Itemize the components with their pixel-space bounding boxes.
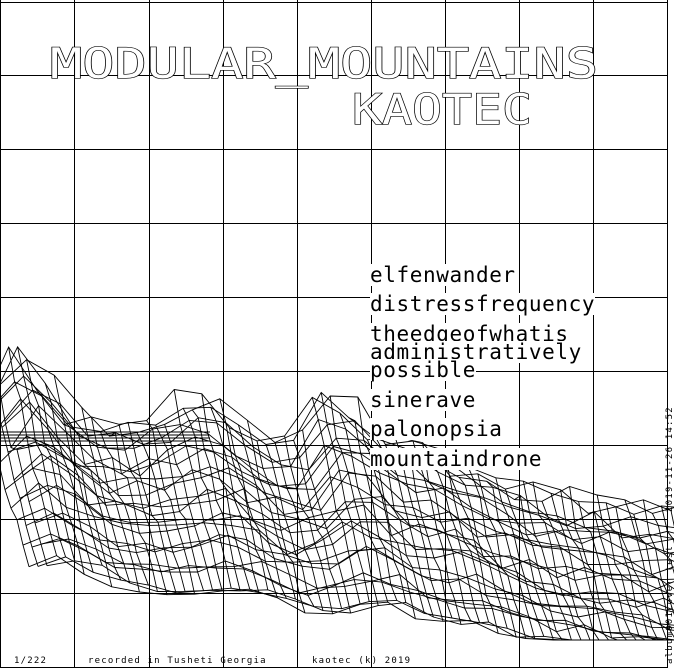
mesh-cross-line bbox=[660, 505, 674, 544]
side-timestamp: 2019-11-26 14:52 bbox=[665, 406, 674, 512]
mesh-ridge-line bbox=[40, 538, 674, 641]
footer-credit: kaotec (k) 2019 bbox=[312, 656, 412, 666]
mesh-cross-line bbox=[348, 417, 398, 601]
mesh-cross-line bbox=[109, 431, 158, 592]
mesh-cross-line bbox=[164, 424, 214, 591]
track-7: palonopsia bbox=[370, 417, 503, 441]
track-3: theedgeofwhatis bbox=[370, 322, 569, 346]
mesh-cross-line bbox=[532, 481, 582, 641]
mesh-cross-line bbox=[44, 383, 94, 573]
mesh-ridge-line bbox=[0, 345, 674, 514]
mountain-wireframe-mesh bbox=[0, 345, 674, 641]
mesh-cross-line bbox=[26, 359, 76, 561]
mesh-ridge-line bbox=[46, 560, 674, 641]
mesh-cross-line bbox=[588, 511, 637, 641]
mesh-cross-line bbox=[624, 499, 673, 641]
mesh-cross-line bbox=[284, 435, 334, 614]
mesh-cross-line bbox=[302, 429, 352, 614]
mesh-ridge-line bbox=[19, 484, 674, 611]
footer-index: 1/222 bbox=[14, 656, 48, 666]
mesh-cross-line bbox=[8, 346, 58, 556]
mesh-cross-line bbox=[182, 408, 232, 589]
track-1: elfenwander bbox=[370, 263, 516, 287]
mesh-cross-line bbox=[495, 477, 545, 637]
mesh-cross-line bbox=[155, 424, 205, 591]
mesh-cross-line bbox=[274, 442, 324, 611]
mesh-ridge-line bbox=[22, 455, 674, 590]
mesh-cross-line bbox=[219, 398, 269, 590]
mesh-ridge-line bbox=[28, 484, 674, 608]
mesh-cross-line bbox=[642, 499, 674, 615]
album-title: MODULAR_MOUNTAINS bbox=[50, 39, 598, 88]
mesh-cross-line bbox=[514, 494, 563, 641]
mesh-cross-line bbox=[81, 407, 131, 584]
mesh-cross-line bbox=[237, 424, 287, 599]
track-2: distressfrequency bbox=[370, 292, 596, 316]
mesh-cross-line bbox=[486, 480, 536, 639]
mesh-cross-line bbox=[210, 407, 260, 593]
mesh-cross-line bbox=[0, 465, 30, 567]
mesh-ridge-line bbox=[7, 441, 674, 565]
mesh-ridge-line bbox=[34, 512, 674, 631]
mesh-ridge-line bbox=[13, 453, 674, 593]
mesh-ridge-line bbox=[1, 401, 674, 555]
mesh-cross-line bbox=[605, 502, 655, 641]
mesh-cross-line bbox=[467, 466, 517, 638]
mesh-cross-line bbox=[440, 449, 490, 623]
mesh-cross-line bbox=[191, 409, 241, 592]
mesh-ridge-line bbox=[16, 443, 674, 576]
mesh-cross-line bbox=[256, 440, 306, 614]
mesh-cross-line bbox=[522, 481, 572, 641]
mesh-cross-line bbox=[293, 440, 343, 609]
mesh-ridge-line bbox=[0, 359, 674, 515]
mesh-cross-line bbox=[63, 424, 113, 587]
mesh-cross-line bbox=[357, 396, 407, 603]
mesh-ridge-line bbox=[10, 405, 674, 545]
mesh-ridge-line bbox=[25, 512, 674, 626]
mesh-cross-line bbox=[431, 461, 481, 623]
mesh-cross-line bbox=[127, 422, 177, 593]
mesh-cross-line bbox=[0, 417, 39, 567]
track-4: administratively bbox=[370, 340, 582, 364]
artist-name: KAOTEC bbox=[352, 85, 532, 134]
mesh-cross-line bbox=[265, 444, 315, 607]
mesh-cross-line bbox=[35, 389, 85, 575]
mesh-cross-line bbox=[0, 388, 48, 566]
mesh-cross-line bbox=[569, 486, 618, 641]
mesh-cross-line bbox=[541, 501, 591, 641]
mesh-ridge-line bbox=[0, 375, 674, 530]
mesh-cross-line bbox=[504, 488, 554, 641]
mesh-ridge-line bbox=[31, 538, 674, 641]
track-8: mountaindrone bbox=[370, 447, 543, 471]
mesh-cross-line bbox=[136, 432, 186, 592]
mesh-ridge-line bbox=[10, 482, 674, 613]
mesh-ridge-line bbox=[0, 346, 672, 514]
mesh-cross-line bbox=[615, 506, 664, 641]
mesh-cross-line bbox=[339, 412, 389, 603]
side-test-label: album001cover test bbox=[665, 544, 674, 664]
footer-location: recorded in Tusheti Georgia bbox=[88, 656, 267, 666]
mesh-cross-line bbox=[550, 493, 600, 641]
mesh-cross-line bbox=[320, 392, 370, 602]
mesh-cross-line bbox=[17, 346, 67, 558]
mesh-cross-line bbox=[329, 395, 379, 606]
track-6: sinerave bbox=[370, 388, 476, 412]
track-5: possible bbox=[370, 358, 476, 382]
mesh-cross-line bbox=[578, 501, 627, 641]
mesh-cross-line bbox=[201, 393, 251, 590]
mesh-cross-line bbox=[246, 420, 296, 600]
mesh-cross-line bbox=[651, 513, 674, 574]
mesh-cross-line bbox=[458, 477, 508, 629]
mesh-cross-line bbox=[53, 375, 103, 566]
